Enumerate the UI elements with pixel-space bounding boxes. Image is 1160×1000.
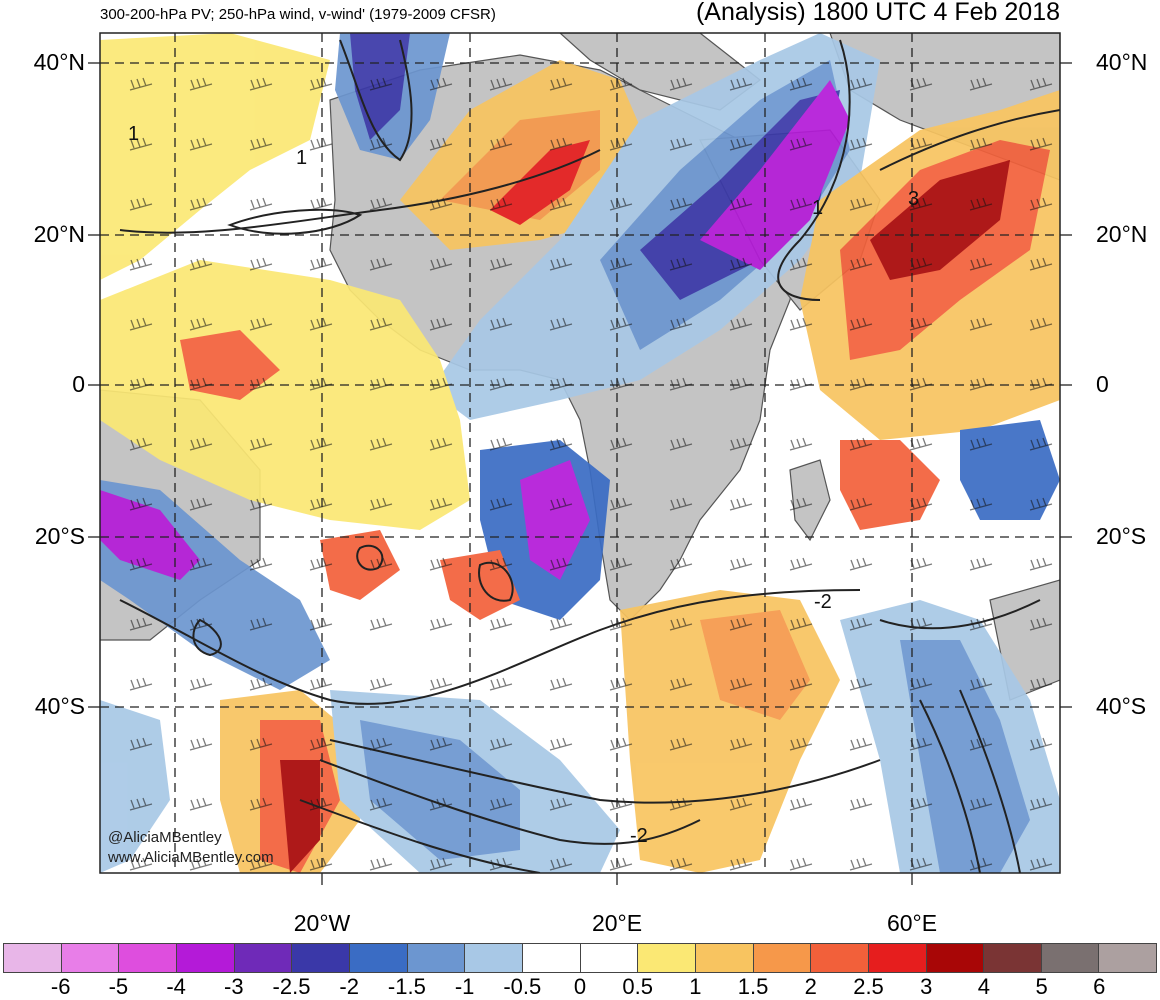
map-frame bbox=[99, 32, 1061, 874]
colorbar-swatch bbox=[753, 944, 812, 972]
contour-label: 1 bbox=[296, 147, 307, 169]
colorbar-label: 5 bbox=[1035, 974, 1048, 999]
colorbar-label: -3 bbox=[224, 974, 244, 999]
lat-label-left: 20°N bbox=[33, 221, 85, 247]
colorbar-swatch bbox=[868, 944, 927, 972]
contour-label: 1 bbox=[128, 123, 139, 145]
colorbar-label: 4 bbox=[977, 974, 991, 999]
vwind-contours bbox=[119, 39, 1060, 873]
lat-label-left: 0 bbox=[72, 371, 85, 397]
colorbar-swatch bbox=[1041, 944, 1100, 972]
contour-label: -2 bbox=[814, 591, 832, 613]
credit-twitter: @AliciaMBentley bbox=[108, 829, 222, 846]
colorbar-swatch bbox=[984, 944, 1042, 972]
colorbar-swatch bbox=[4, 944, 62, 972]
lat-label-right: 40°S bbox=[1096, 693, 1147, 719]
colorbar-label: -5 bbox=[108, 974, 129, 999]
lat-label-left: 40°S bbox=[34, 693, 85, 719]
author-credit: @AliciaMBentley www.AliciaMBentley.com bbox=[108, 828, 274, 868]
colorbar-label: 2 bbox=[804, 974, 817, 999]
colorbar-swatch bbox=[407, 944, 466, 972]
colorbar-swatch bbox=[349, 944, 408, 972]
contour-label: 1 bbox=[812, 197, 823, 219]
colorbar-label: 6 bbox=[1093, 974, 1106, 999]
colorbar-label: -0.5 bbox=[503, 974, 542, 999]
lon-label: 60°E bbox=[886, 910, 938, 936]
colorbar-label: -1.5 bbox=[387, 974, 426, 999]
lon-label: 20°E bbox=[591, 910, 643, 936]
colorbar-swatch bbox=[580, 944, 639, 972]
colorbar-label: -1 bbox=[454, 974, 475, 999]
colorbar-label: 1.5 bbox=[737, 974, 769, 999]
colorbar-swatch bbox=[638, 944, 696, 972]
colorbar-swatch bbox=[234, 944, 293, 972]
lat-label-left: 40°N bbox=[33, 49, 85, 75]
lat-label-left: 20°S bbox=[34, 523, 85, 549]
colorbar-swatch bbox=[465, 944, 523, 972]
colorbar-label: 1 bbox=[689, 974, 702, 999]
colorbar-label: -2.5 bbox=[272, 974, 311, 999]
wind-barbs bbox=[100, 33, 1060, 873]
product-title: 300-200-hPa PV; 250-hPa wind, v-wind' (1… bbox=[100, 6, 496, 23]
credit-website: www.AliciaMBentley.com bbox=[108, 849, 274, 866]
colorbar-swatch bbox=[1099, 944, 1157, 972]
colorbar-label: -6 bbox=[50, 974, 71, 999]
contour-label: 3 bbox=[908, 188, 919, 210]
pv-colorbar bbox=[3, 943, 1157, 973]
valid-time-title: (Analysis) 1800 UTC 4 Feb 2018 bbox=[695, 0, 1060, 26]
colorbar-swatch bbox=[61, 944, 120, 972]
colorbar-swatch bbox=[292, 944, 350, 972]
graticule bbox=[100, 33, 1060, 873]
colorbar-swatch bbox=[119, 944, 177, 972]
colorbar-swatch bbox=[176, 944, 235, 972]
lon-label: 20°W bbox=[293, 910, 351, 936]
lat-label-right: 20°S bbox=[1096, 523, 1147, 549]
contour-label: -2 bbox=[630, 825, 648, 847]
colorbar-label: 3 bbox=[920, 974, 933, 999]
colorbar-swatch bbox=[926, 944, 985, 972]
colorbar-swatch bbox=[522, 944, 581, 972]
colorbar-label: -2 bbox=[339, 974, 359, 999]
lat-label-right: 40°N bbox=[1096, 49, 1148, 75]
lat-label-right: 0 bbox=[1096, 371, 1109, 397]
colorbar-label: 0 bbox=[573, 974, 587, 999]
colorbar-label: 2.5 bbox=[853, 974, 884, 999]
colorbar-label: -4 bbox=[166, 974, 186, 999]
axis-ticks bbox=[88, 62, 1072, 885]
lat-label-right: 20°N bbox=[1096, 221, 1148, 247]
colorbar-swatch bbox=[695, 944, 754, 972]
colorbar-swatch bbox=[811, 944, 869, 972]
colorbar-label: 0.5 bbox=[622, 974, 653, 999]
